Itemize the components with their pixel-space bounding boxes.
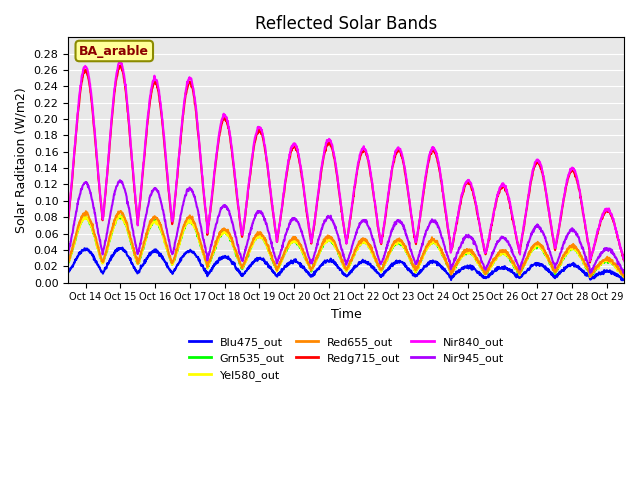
Grn535_out: [75, 226, 83, 231]
Red655_out: [620, 274, 628, 280]
Grn535_out: [620, 273, 628, 278]
Blu475_out: [585, 273, 593, 279]
Red655_out: [349, 252, 357, 258]
X-axis label: Time: Time: [331, 308, 362, 321]
Yel580_out: [64, 260, 72, 266]
Yel580_out: [585, 267, 593, 273]
Redg715_out: [585, 243, 593, 249]
Grn535_out: [585, 268, 593, 274]
Nir840_out: [585, 242, 593, 248]
Nir945_out: [620, 270, 628, 276]
Line: Nir945_out: Nir945_out: [68, 180, 624, 273]
Grn535_out: [316, 249, 324, 254]
Line: Blu475_out: Blu475_out: [68, 248, 624, 280]
Nir840_out: [349, 194, 357, 200]
Yel580_out: [115, 213, 123, 218]
Red655_out: [64, 259, 72, 264]
Redg715_out: [64, 217, 72, 223]
Redg715_out: [448, 246, 456, 252]
Red655_out: [316, 247, 324, 253]
Nir945_out: [448, 263, 456, 268]
Blu475_out: [118, 245, 126, 251]
Redg715_out: [164, 181, 172, 187]
Redg715_out: [75, 105, 83, 110]
Red655_out: [585, 269, 593, 275]
Nir840_out: [316, 176, 324, 182]
Blu475_out: [75, 252, 83, 258]
Nir945_out: [164, 233, 172, 239]
Yel580_out: [316, 249, 324, 255]
Yel580_out: [448, 269, 456, 275]
Nir840_out: [115, 58, 123, 64]
Blu475_out: [64, 269, 72, 275]
Nir840_out: [164, 179, 172, 185]
Red655_out: [117, 208, 125, 214]
Redg715_out: [117, 63, 125, 69]
Line: Redg715_out: Redg715_out: [68, 66, 624, 263]
Blu475_out: [448, 275, 456, 280]
Red655_out: [164, 247, 172, 252]
Yel580_out: [620, 273, 628, 278]
Redg715_out: [349, 198, 357, 204]
Nir945_out: [316, 232, 324, 238]
Redg715_out: [620, 257, 628, 263]
Blu475_out: [619, 277, 627, 283]
Grn535_out: [81, 213, 89, 218]
Grn535_out: [349, 255, 357, 261]
Yel580_out: [164, 249, 172, 254]
Nir945_out: [64, 252, 72, 258]
Red655_out: [448, 268, 456, 274]
Grn535_out: [448, 268, 456, 274]
Yel580_out: [349, 254, 357, 260]
Title: Reflected Solar Bands: Reflected Solar Bands: [255, 15, 437, 33]
Grn535_out: [620, 274, 627, 280]
Redg715_out: [316, 177, 324, 183]
Nir945_out: [586, 270, 594, 276]
Line: Grn535_out: Grn535_out: [68, 216, 624, 277]
Blu475_out: [164, 264, 172, 269]
Grn535_out: [164, 249, 172, 255]
Nir840_out: [620, 258, 628, 264]
Yel580_out: [620, 275, 628, 280]
Nir840_out: [64, 216, 72, 222]
Nir945_out: [116, 177, 124, 183]
Y-axis label: Solar Raditaion (W/m2): Solar Raditaion (W/m2): [15, 87, 28, 233]
Nir840_out: [75, 101, 83, 107]
Blu475_out: [349, 266, 357, 272]
Line: Nir840_out: Nir840_out: [68, 61, 624, 261]
Yel580_out: [75, 226, 83, 232]
Text: BA_arable: BA_arable: [79, 45, 149, 58]
Nir945_out: [349, 240, 357, 246]
Line: Yel580_out: Yel580_out: [68, 216, 624, 277]
Blu475_out: [316, 264, 324, 269]
Grn535_out: [64, 261, 72, 266]
Nir945_out: [585, 263, 593, 268]
Nir840_out: [448, 244, 456, 250]
Red655_out: [75, 222, 83, 228]
Nir945_out: [75, 196, 83, 202]
Line: Red655_out: Red655_out: [68, 211, 624, 277]
Legend: Blu475_out, Grn535_out, Yel580_out, Red655_out, Redg715_out, Nir840_out, Nir945_: Blu475_out, Grn535_out, Yel580_out, Red6…: [184, 332, 508, 385]
Blu475_out: [620, 277, 628, 283]
Redg715_out: [586, 260, 594, 265]
